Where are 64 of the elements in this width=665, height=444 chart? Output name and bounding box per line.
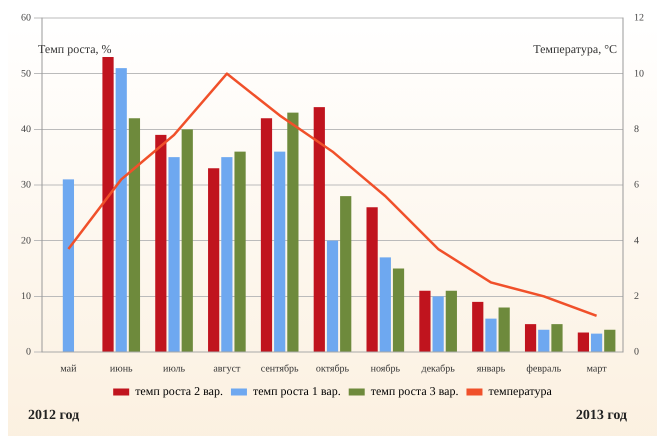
bar	[128, 118, 140, 352]
bar	[551, 324, 563, 352]
bar	[366, 207, 378, 352]
y2-tick-label: 2	[634, 290, 639, 302]
x-tick-label: сентябрь	[260, 364, 300, 375]
bar	[472, 302, 484, 352]
bar	[604, 330, 616, 352]
x-tick-label: март	[586, 364, 608, 375]
x-tick-label: январь	[476, 364, 506, 375]
y-tick-label: 20	[21, 235, 31, 246]
text: 2013 год	[576, 408, 627, 424]
bar	[538, 330, 550, 352]
bar	[168, 157, 180, 352]
y-tick-label: 10	[21, 290, 31, 302]
x-tick-label: декабрь	[421, 364, 456, 375]
bar	[498, 307, 510, 352]
y2-tick-label: 10	[634, 68, 644, 80]
y-tick-label: 40	[21, 124, 31, 135]
x-tick-label: август	[213, 364, 242, 375]
y-axis-title: Темп роста, %	[38, 42, 112, 57]
bar	[116, 68, 127, 352]
text: 2012 год	[28, 408, 80, 424]
bar	[524, 324, 536, 352]
bar	[392, 268, 404, 352]
x-tick-label: октябрь	[316, 364, 350, 375]
bar	[221, 157, 232, 352]
legend-label: темп роста 3 вар.	[370, 384, 458, 398]
y2-tick-label: 12	[634, 12, 644, 24]
bar	[340, 196, 352, 352]
bar	[326, 240, 338, 352]
bar	[578, 332, 589, 352]
x-tick-label: февраль	[526, 364, 562, 375]
y-tick-label: 50	[21, 68, 31, 80]
bar	[314, 107, 325, 352]
bar	[419, 290, 431, 352]
bar	[234, 152, 246, 352]
y-tick-label: 60	[21, 12, 31, 24]
bar	[102, 56, 114, 352]
y2-tick-label: 4	[634, 235, 639, 246]
bar	[485, 318, 497, 352]
x-tick-label: июль	[162, 364, 186, 375]
legend-label: температура	[488, 384, 552, 398]
legend-label: темп роста 1 вар.	[252, 384, 341, 398]
bar	[208, 168, 220, 352]
bar	[380, 257, 391, 352]
y2-tick-label: 6	[634, 180, 639, 191]
bar	[182, 129, 193, 352]
y2-axis-title: Температура, °С	[533, 42, 617, 57]
y-tick-label: 0	[26, 346, 31, 358]
bar	[432, 296, 444, 352]
x-tick-label: май	[60, 364, 78, 375]
bar	[446, 290, 457, 352]
bar	[260, 118, 272, 352]
legend-label: темп роста 2 вар.	[135, 384, 223, 398]
bar	[590, 334, 602, 352]
bar	[155, 134, 166, 352]
x-tick-label: июнь	[110, 364, 134, 375]
y-tick-label: 30	[21, 180, 31, 191]
bar	[62, 179, 74, 352]
bar	[274, 152, 286, 352]
y2-tick-label: 8	[634, 124, 639, 135]
y2-tick-label: 0	[634, 346, 639, 358]
x-tick-label: ноябрь	[370, 364, 400, 375]
bar	[287, 112, 298, 352]
